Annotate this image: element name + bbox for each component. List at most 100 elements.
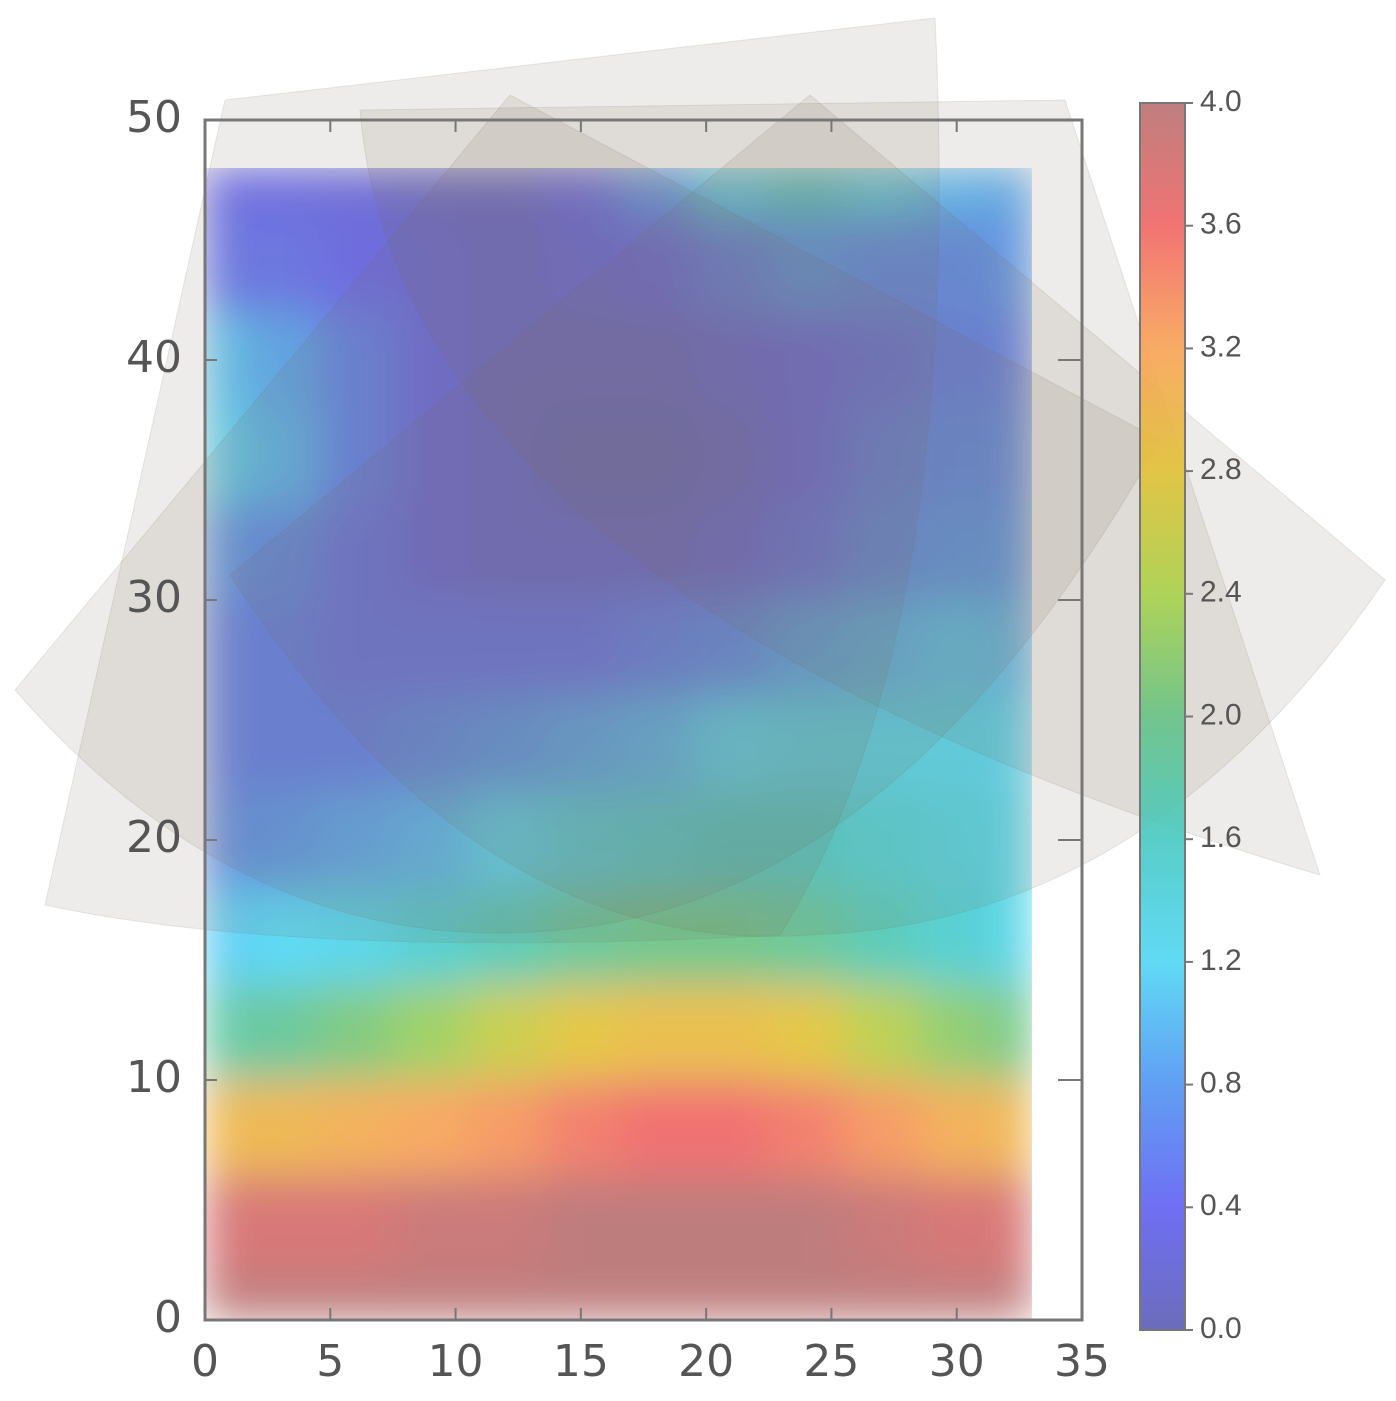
colorbar-tick-label: 3.6 — [1200, 208, 1242, 241]
y-tick-label: 40 — [126, 332, 182, 383]
heat-cell — [693, 408, 770, 505]
heat-cell — [768, 504, 845, 601]
heat-cell — [543, 984, 619, 1081]
heat-cell — [618, 792, 695, 889]
heat-cell — [693, 1080, 770, 1177]
heat-cell — [242, 792, 319, 889]
heat-cell — [919, 408, 995, 505]
heat-cell — [994, 408, 1032, 505]
heat-cell — [468, 888, 544, 985]
heat-cell — [242, 312, 319, 409]
heat-cell — [994, 1080, 1032, 1177]
x-tick-label: 35 — [1054, 1336, 1110, 1387]
heat-cell — [392, 168, 469, 217]
y-tick-label: 20 — [126, 812, 182, 863]
heat-cell — [618, 696, 695, 793]
heat-cell — [242, 216, 319, 313]
heat-cell — [994, 1272, 1032, 1320]
heat-cell — [843, 696, 920, 793]
heat-cell — [994, 312, 1032, 409]
heat-cell — [543, 888, 619, 985]
x-tick-label: 15 — [553, 1336, 609, 1387]
heat-cell — [468, 696, 544, 793]
heat-cell — [919, 1080, 995, 1177]
x-tick-label: 30 — [929, 1336, 985, 1387]
heat-cell — [693, 888, 770, 985]
heat-cell — [994, 696, 1032, 793]
heat-cell — [843, 216, 920, 313]
heat-cell — [392, 696, 469, 793]
heat-cell — [919, 216, 995, 313]
colorbar-tick-label: 1.6 — [1200, 821, 1242, 854]
heat-cell — [843, 312, 920, 409]
heat-cell — [205, 888, 244, 985]
colorbar-tick-label: 0.0 — [1200, 1312, 1242, 1345]
heat-cell — [317, 1272, 394, 1320]
heat-cell — [768, 1176, 845, 1273]
heat-cell — [543, 1176, 619, 1273]
heat-cell — [994, 984, 1032, 1081]
heat-cell — [468, 168, 544, 217]
heat-cell — [543, 696, 619, 793]
heat-cell — [205, 1080, 244, 1177]
heat-cell — [317, 408, 394, 505]
heat-cell — [468, 600, 544, 697]
colorbar-tick-label: 1.2 — [1200, 944, 1242, 977]
sector — [44, 17, 940, 944]
heat-cell — [392, 888, 469, 985]
heat-cell — [919, 168, 995, 217]
heat-cell — [768, 984, 845, 1081]
heat-cell — [768, 312, 845, 409]
heat-cell — [242, 1272, 319, 1320]
y-tick-label: 50 — [126, 92, 182, 143]
heat-cell — [242, 1176, 319, 1273]
heatmap — [205, 168, 1032, 1320]
heat-cell — [843, 888, 920, 985]
heat-cell — [919, 792, 995, 889]
heat-cell — [317, 216, 394, 313]
heat-cell — [693, 168, 770, 217]
colorbar-tick-label: 4.0 — [1200, 85, 1242, 118]
heat-cell — [618, 1272, 695, 1320]
heat-cell — [994, 168, 1032, 217]
heat-cell — [468, 216, 544, 313]
heat-cell — [205, 408, 244, 505]
heat-cell — [205, 216, 244, 313]
colorbar-tick-label: 3.2 — [1200, 330, 1242, 363]
heat-cell — [618, 504, 695, 601]
heat-cell — [317, 1080, 394, 1177]
heat-cell — [618, 216, 695, 313]
heat-cell — [693, 792, 770, 889]
heat-cell — [768, 696, 845, 793]
heat-cell — [468, 1080, 544, 1177]
sector — [359, 99, 1321, 876]
heat-cell — [919, 1176, 995, 1273]
heat-cell — [919, 312, 995, 409]
heat-cell — [392, 504, 469, 601]
x-tick-label: 0 — [191, 1336, 219, 1387]
heat-cell — [843, 408, 920, 505]
heat-cell — [468, 984, 544, 1081]
heat-cell — [543, 504, 619, 601]
heat-cell — [693, 600, 770, 697]
heat-cell — [693, 312, 770, 409]
heat-cell — [843, 984, 920, 1081]
heat-cell — [919, 984, 995, 1081]
heat-cell — [843, 792, 920, 889]
heat-cell — [994, 504, 1032, 601]
colorbar-tick-label: 0.4 — [1200, 1189, 1242, 1222]
colorbar-tick-label: 2.4 — [1200, 576, 1242, 609]
x-tick-label: 5 — [316, 1336, 344, 1387]
heat-cell — [205, 1176, 244, 1273]
x-tick-label: 25 — [803, 1336, 859, 1387]
heat-cell — [919, 600, 995, 697]
heat-cell — [317, 312, 394, 409]
heat-cell — [205, 504, 244, 601]
heat-cell — [693, 504, 770, 601]
heat-cell — [618, 312, 695, 409]
heat-cell — [468, 1272, 544, 1320]
heat-cell — [468, 792, 544, 889]
heat-cell — [205, 696, 244, 793]
